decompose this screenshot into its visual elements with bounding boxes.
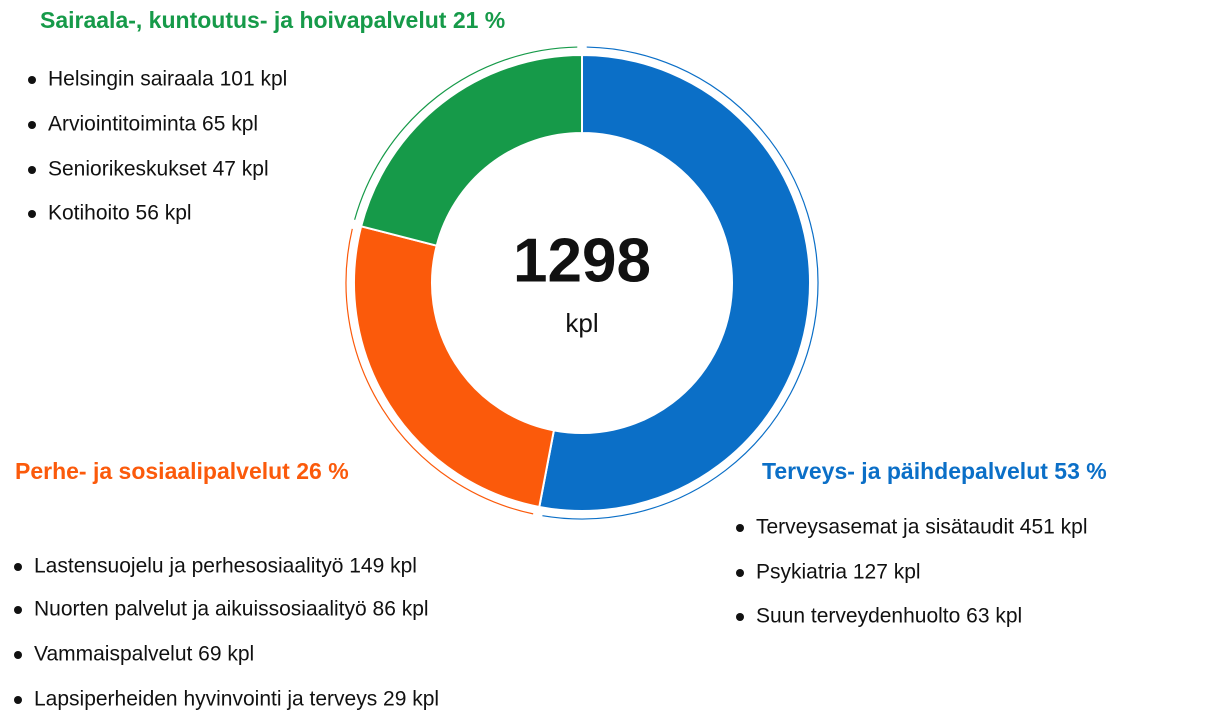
group-name: Terveys- ja päihdepalvelut xyxy=(762,458,1048,484)
bracket xyxy=(345,228,534,515)
donut-segment xyxy=(359,53,583,247)
item: Nuorten palvelut ja aikuissosiaalityö 86… xyxy=(34,598,429,621)
group-title: Terveys- ja päihdepalvelut 53 % xyxy=(762,458,1107,484)
bracket xyxy=(542,46,819,520)
group-title: Sairaala-, kuntoutus- ja hoivapalvelut 2… xyxy=(40,7,505,33)
item: Kotihoito 56 kpl xyxy=(48,202,192,225)
total-unit: kpl xyxy=(565,308,598,338)
bullet xyxy=(14,563,22,571)
bullet xyxy=(28,76,36,84)
item: Seniorikeskukset 47 kpl xyxy=(48,158,269,181)
bullet xyxy=(736,524,744,532)
donut-segment xyxy=(538,53,811,512)
group-name: Sairaala-, kuntoutus- ja hoivapalvelut xyxy=(40,7,447,33)
bullet xyxy=(28,166,36,174)
item: Vammaispalvelut 69 kpl xyxy=(34,643,254,666)
group-percent: 53 % xyxy=(1054,458,1106,484)
item: Suun terveydenhuolto 63 kpl xyxy=(756,605,1022,628)
item: Arviointitoiminta 65 kpl xyxy=(48,113,258,136)
item: Lastensuojelu ja perhesosiaalityö 149 kp… xyxy=(34,555,417,578)
bullet xyxy=(14,606,22,614)
bullet xyxy=(28,210,36,218)
item: Lapsiperheiden hyvinvointi ja terveys 29… xyxy=(34,688,439,711)
bracket xyxy=(354,46,578,220)
bullet xyxy=(736,613,744,621)
group-title: Perhe- ja sosiaalipalvelut 26 % xyxy=(15,458,349,484)
group-name: Perhe- ja sosiaalipalvelut xyxy=(15,458,290,484)
bullet xyxy=(736,569,744,577)
item: Terveysasemat ja sisätaudit 451 kpl xyxy=(756,516,1088,539)
donut-segment xyxy=(353,225,556,509)
total: 1298 xyxy=(513,226,651,295)
group-percent: 26 % xyxy=(296,458,348,484)
item: Helsingin sairaala 101 kpl xyxy=(48,68,287,91)
bullet xyxy=(28,121,36,129)
bullet xyxy=(14,651,22,659)
bullet xyxy=(14,696,22,704)
group-percent: 21 % xyxy=(453,7,505,33)
item: Psykiatria 127 kpl xyxy=(756,561,921,584)
